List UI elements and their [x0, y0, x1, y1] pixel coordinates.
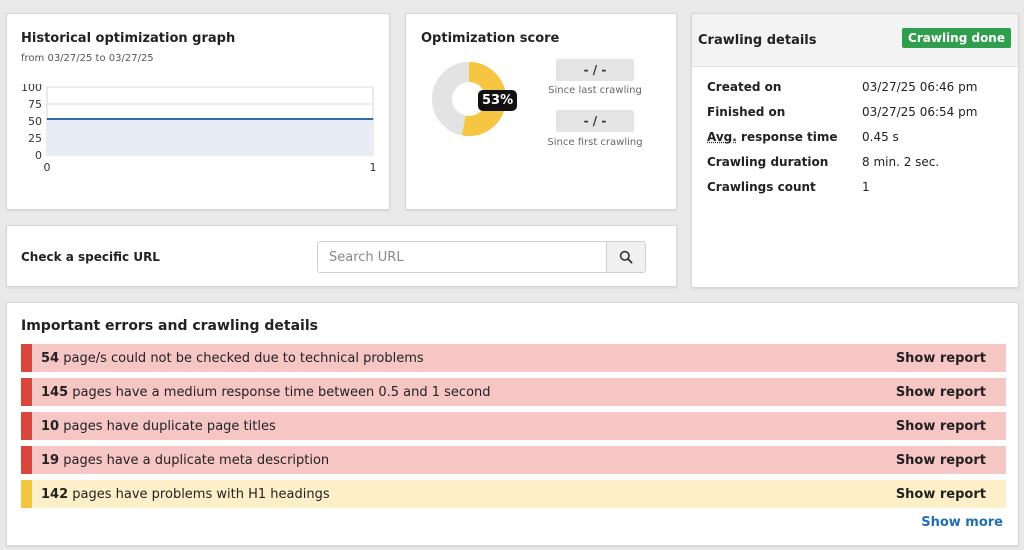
search-url-button[interactable] [606, 241, 646, 273]
error-row-medium-response-time: 145 pages have a medium response time be… [21, 378, 1006, 406]
avg-abbreviation[interactable]: Avg. [707, 130, 737, 144]
error-row-h1-headings: 142 pages have problems with H1 headings… [21, 480, 1006, 508]
error-description: pages have a duplicate meta description [59, 452, 330, 468]
error-description: pages have a medium response time betwee… [68, 384, 491, 400]
check-url-card: Check a specific URL [6, 225, 677, 287]
y-tick-label: 100 [21, 84, 42, 94]
severity-bar [21, 344, 32, 372]
crawlings-count-value: 1 [862, 180, 870, 194]
error-row-text: 54 page/s could not be checked due to te… [41, 351, 896, 366]
x-tick-label: 0 [44, 161, 51, 174]
show-report-link[interactable]: Show report [895, 418, 986, 434]
show-more-link[interactable]: Show more [921, 515, 1003, 530]
error-description: pages have duplicate page titles [59, 418, 276, 434]
show-report-link[interactable]: Show report [895, 452, 986, 468]
error-count: 145 [41, 384, 69, 400]
optimization-score-card: Optimization score 53% - / - Since last … [405, 13, 677, 210]
avg-response-time-label: Avg. response time [707, 130, 838, 144]
error-description: pages have problems with H1 headings [68, 486, 330, 502]
avg-response-time-value: 0.45 s [862, 130, 899, 144]
chart-y-axis: 0 25 50 75 100 [21, 84, 42, 162]
series-area [47, 118, 373, 155]
error-row-technical-problems: 54 page/s could not be checked due to te… [21, 344, 1006, 372]
historical-graph-date-range: from 03/27/25 to 03/27/25 [21, 53, 154, 64]
severity-bar [21, 446, 32, 474]
show-report-link[interactable]: Show report [895, 486, 986, 502]
error-row-duplicate-meta-description: 19 pages have a duplicate meta descripti… [21, 446, 1006, 474]
error-count: 19 [41, 452, 60, 468]
historical-graph-title: Historical optimization graph [21, 31, 236, 46]
check-url-label: Check a specific URL [21, 250, 160, 264]
series-point [372, 118, 374, 120]
y-tick-label: 25 [28, 132, 42, 145]
finished-on-label: Finished on [707, 105, 786, 119]
severity-bar [21, 378, 32, 406]
error-count: 142 [41, 486, 69, 502]
series-point [46, 118, 48, 120]
important-errors-title: Important errors and crawling details [21, 318, 318, 334]
since-first-value: - / - [556, 110, 634, 132]
crawling-duration-value: 8 min. 2 sec. [862, 155, 940, 169]
search-icon [619, 250, 633, 264]
error-count: 10 [41, 418, 60, 434]
error-count: 54 [41, 350, 60, 366]
since-first-caption: Since first crawling [547, 137, 643, 148]
y-tick-label: 75 [28, 98, 42, 111]
x-tick-label: 1 [370, 161, 377, 174]
y-tick-label: 0 [35, 149, 42, 162]
crawlings-count-label: Crawlings count [707, 180, 816, 194]
error-row-text: 142 pages have problems with H1 headings [41, 487, 896, 502]
avg-response-time-label-text: response time [736, 130, 838, 144]
search-url-input[interactable] [317, 241, 607, 273]
crawling-status-badge: Crawling done [902, 28, 1011, 48]
crawling-details-card: Crawling details Crawling done Created o… [691, 13, 1019, 288]
show-report-link[interactable]: Show report [895, 384, 986, 400]
crawling-duration-label: Crawling duration [707, 155, 829, 169]
error-row-duplicate-titles: 10 pages have duplicate page titles Show… [21, 412, 1006, 440]
error-row-text: 145 pages have a medium response time be… [41, 385, 896, 400]
show-report-link[interactable]: Show report [895, 350, 986, 366]
important-errors-card: Important errors and crawling details 54… [6, 302, 1019, 546]
since-last-value: - / - [556, 59, 634, 81]
crawling-details-header: Crawling details Crawling done [692, 14, 1018, 67]
score-percent-badge: 53% [478, 90, 518, 111]
optimization-score-title: Optimization score [421, 31, 560, 46]
error-row-text: 10 pages have duplicate page titles [41, 419, 896, 434]
severity-bar [21, 412, 32, 440]
finished-on-value: 03/27/25 06:54 pm [862, 105, 978, 119]
since-last-caption: Since last crawling [548, 85, 642, 96]
created-on-label: Created on [707, 80, 782, 94]
chart-area [46, 117, 374, 155]
y-tick-label: 50 [28, 115, 42, 128]
crawling-details-title: Crawling details [698, 33, 817, 48]
error-row-text: 19 pages have a duplicate meta descripti… [41, 453, 896, 468]
severity-bar [21, 480, 32, 508]
created-on-value: 03/27/25 06:46 pm [862, 80, 978, 94]
error-description: page/s could not be checked due to techn… [59, 350, 424, 366]
historical-graph-card: Historical optimization graph from 03/27… [6, 13, 390, 210]
